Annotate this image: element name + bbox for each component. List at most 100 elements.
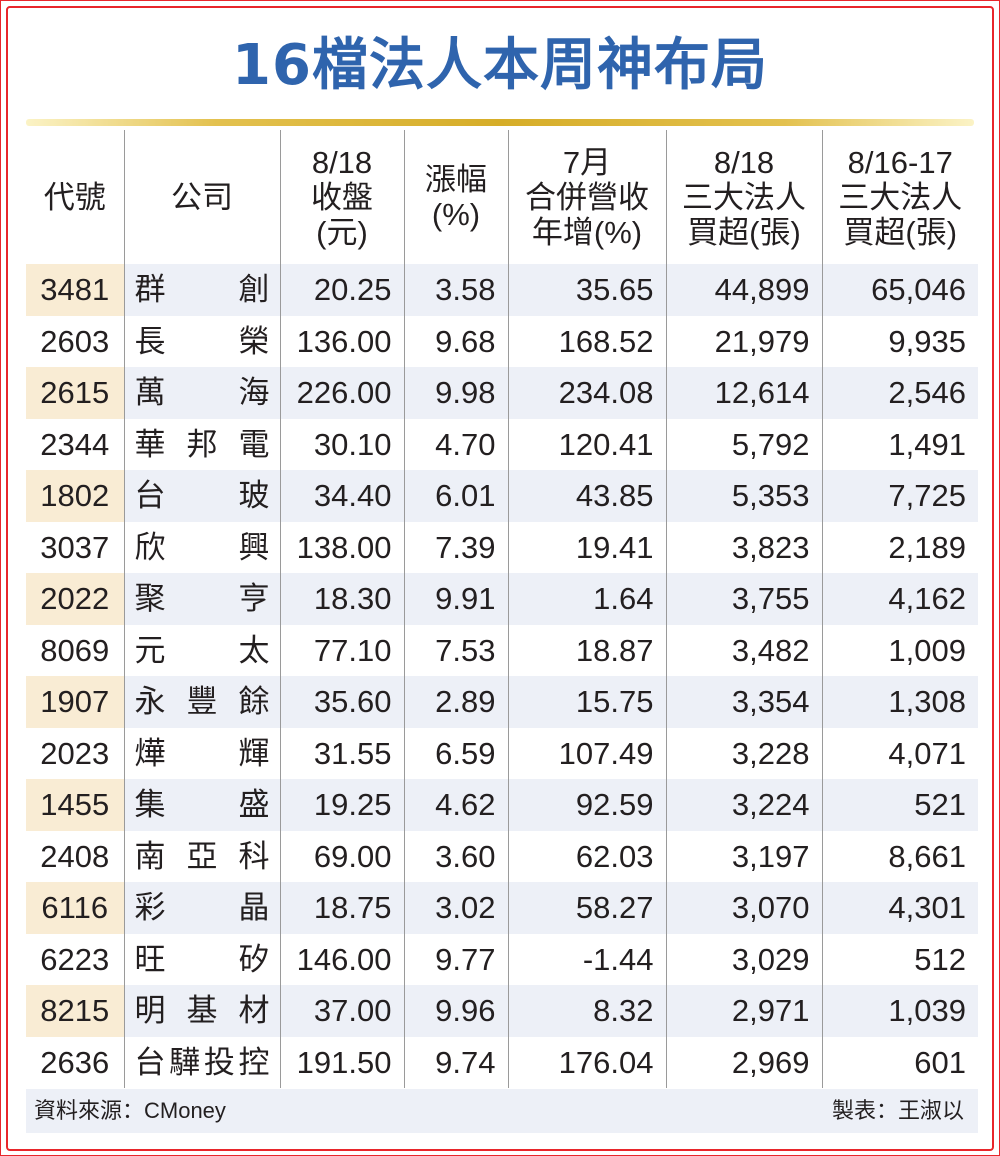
table-row: 3037 欣興 138.00 7.39 19.41 3,823 2,189 xyxy=(26,521,978,573)
net-buy-0816-17: 65,046 xyxy=(821,264,978,316)
net-buy-0816-17: 601 xyxy=(821,1036,978,1088)
title-divider xyxy=(26,119,974,126)
company-name: 燁輝 xyxy=(123,727,280,779)
stock-table: 代號 公司 8/18 收盤 (元) 漲幅 (%) 7月 合併營收 年增(%) 8/18 三大法人 買超(… xyxy=(26,130,978,1088)
company-name: 旺矽 xyxy=(123,933,280,985)
price-change: 4.62 xyxy=(403,779,508,831)
net-buy-0816-17: 9,935 xyxy=(821,315,978,367)
revenue-growth: 8.32 xyxy=(507,985,666,1037)
header-row: 代號 公司 8/18 收盤 (元) 漲幅 (%) 7月 合併營收 年增(%) 8/18 三大法人 買超(… xyxy=(26,130,978,264)
company-name: 聚亨 xyxy=(123,573,280,625)
price-change: 3.60 xyxy=(403,830,508,882)
net-buy-0818: 3,224 xyxy=(665,779,822,831)
net-buy-0818: 3,755 xyxy=(665,573,822,625)
close-price: 31.55 xyxy=(279,727,404,779)
table-row: 2023 燁輝 31.55 6.59 107.49 3,228 4,071 xyxy=(26,727,978,779)
net-buy-0816-17: 7,725 xyxy=(821,470,978,522)
net-buy-0818: 2,969 xyxy=(665,1036,822,1088)
close-price: 146.00 xyxy=(279,933,404,985)
stock-code: 2603 xyxy=(40,323,110,359)
close-price: 34.40 xyxy=(279,470,404,522)
company-name: 長榮 xyxy=(123,315,280,367)
header-company: 公司 xyxy=(123,130,280,264)
stock-code: 3481 xyxy=(26,264,124,316)
close-price: 37.00 xyxy=(279,985,404,1037)
header-revenue-growth: 7月 合併營收 年增(%) xyxy=(507,130,666,264)
table-row: 3481 群創 20.25 3.58 35.65 44,899 65,046 xyxy=(26,264,978,316)
net-buy-0818: 3,029 xyxy=(665,933,822,985)
stock-code: 2023 xyxy=(40,735,110,771)
stock-code: 2615 xyxy=(26,367,124,419)
company-name: 明基材 xyxy=(123,985,280,1037)
price-change: 9.98 xyxy=(403,367,508,419)
stock-code: 2408 xyxy=(40,838,110,874)
company-name: 萬海 xyxy=(123,367,280,419)
table-row: 2603 長榮 136.00 9.68 168.52 21,979 9,935 xyxy=(26,315,978,367)
revenue-growth: 176.04 xyxy=(507,1036,666,1088)
net-buy-0818: 44,899 xyxy=(665,264,822,316)
revenue-growth: 168.52 xyxy=(507,315,666,367)
close-price: 19.25 xyxy=(279,779,404,831)
company-name: 永豐餘 xyxy=(123,676,280,728)
table-row: 8215 明基材 37.00 9.96 8.32 2,971 1,039 xyxy=(26,985,978,1037)
table-footer: 資料來源：CMoney 製表：王淑以 xyxy=(26,1089,978,1133)
close-price: 138.00 xyxy=(279,521,404,573)
net-buy-0816-17: 1,308 xyxy=(821,676,978,728)
header-line: 收盤 xyxy=(311,179,373,215)
net-buy-0816-17: 1,009 xyxy=(821,624,978,676)
close-price: 226.00 xyxy=(279,367,404,419)
net-buy-0816-17: 4,071 xyxy=(821,727,978,779)
revenue-growth: -1.44 xyxy=(507,933,666,985)
company-name: 欣興 xyxy=(123,521,280,573)
net-buy-0818: 3,197 xyxy=(665,830,822,882)
header-line: (%) xyxy=(431,197,481,232)
price-change: 3.02 xyxy=(403,882,508,934)
close-price: 191.50 xyxy=(279,1036,404,1088)
page-title: 16檔法人本周神布局 xyxy=(232,33,768,98)
company-name: 群創 xyxy=(123,264,280,316)
header-line: 合併營收 xyxy=(525,179,649,215)
inner-frame xyxy=(6,6,994,1151)
net-buy-0818: 3,354 xyxy=(665,676,822,728)
header-line: 8/18 xyxy=(311,144,373,180)
table-body: 3481 群創 20.25 3.58 35.65 44,899 65,046 2603 長榮 13… xyxy=(26,264,978,1088)
net-buy-0816-17: 4,301 xyxy=(821,882,978,934)
header-code: 代號 xyxy=(26,130,124,264)
table-row: 6116 彩晶 18.75 3.02 58.27 3,070 4,301 xyxy=(26,882,978,934)
price-change: 3.58 xyxy=(403,264,508,316)
price-change: 9.77 xyxy=(403,933,508,985)
close-price: 30.10 xyxy=(279,418,404,470)
header-buy-0816-17: 8/16-17 三大法人 買超(張) xyxy=(821,130,978,264)
revenue-growth: 43.85 xyxy=(507,470,666,522)
source-note: 資料來源：CMoney xyxy=(34,1098,226,1123)
net-buy-0818: 3,482 xyxy=(665,624,822,676)
stock-code: 3037 xyxy=(40,529,110,565)
price-change: 9.96 xyxy=(403,985,508,1037)
net-buy-0816-17: 8,661 xyxy=(821,830,978,882)
author-note: 製表：王淑以 xyxy=(831,1098,964,1123)
price-change: 2.89 xyxy=(403,676,508,728)
table-row: 8069 元太 77.10 7.53 18.87 3,482 1,009 xyxy=(26,624,978,676)
header-line: 漲幅 xyxy=(425,162,487,197)
company-name: 台驊投控 xyxy=(123,1036,280,1088)
header-line: 三大法人 xyxy=(682,179,806,215)
header-change: 漲幅 (%) xyxy=(403,130,508,264)
table-row: 2022 聚亨 18.30 9.91 1.64 3,755 4,162 xyxy=(26,573,978,625)
net-buy-0816-17: 1,039 xyxy=(821,985,978,1037)
stock-code: 6116 xyxy=(26,882,124,934)
table-row: 1455 集盛 19.25 4.62 92.59 3,224 521 xyxy=(26,779,978,831)
revenue-growth: 92.59 xyxy=(507,779,666,831)
price-change: 6.59 xyxy=(403,727,508,779)
header-close: 8/18 收盤 (元) xyxy=(279,130,404,264)
revenue-growth: 107.49 xyxy=(507,727,666,779)
table-row: 2344 華邦電 30.10 4.70 120.41 5,792 1,491 xyxy=(26,418,978,470)
header-line: 三大法人 xyxy=(838,179,963,215)
revenue-growth: 62.03 xyxy=(507,830,666,882)
stock-code: 8069 xyxy=(40,632,110,668)
table-row: 2636 台驊投控 191.50 9.74 176.04 2,969 601 xyxy=(26,1036,978,1088)
close-price: 18.30 xyxy=(279,573,404,625)
revenue-growth: 19.41 xyxy=(507,521,666,573)
table-row: 1802 台玻 34.40 6.01 43.85 5,353 7,725 xyxy=(26,470,978,522)
stock-code: 2636 xyxy=(40,1044,110,1080)
net-buy-0816-17: 1,491 xyxy=(821,418,978,470)
